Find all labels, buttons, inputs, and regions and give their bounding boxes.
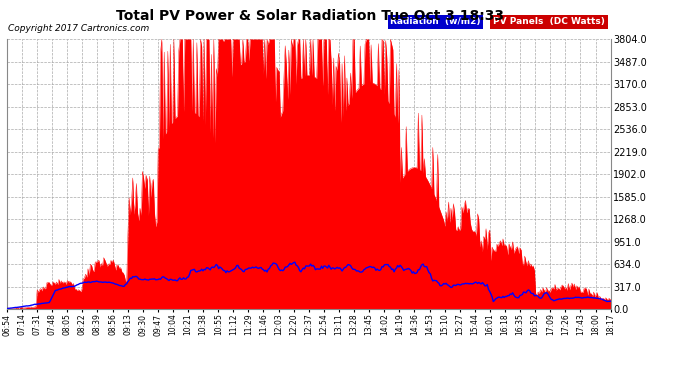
Text: Radiation  (w/m2): Radiation (w/m2)	[391, 17, 481, 26]
Text: Copyright 2017 Cartronics.com: Copyright 2017 Cartronics.com	[8, 24, 150, 33]
Text: PV Panels  (DC Watts): PV Panels (DC Watts)	[493, 17, 605, 26]
Text: Total PV Power & Solar Radiation Tue Oct 3 18:33: Total PV Power & Solar Radiation Tue Oct…	[117, 9, 504, 23]
